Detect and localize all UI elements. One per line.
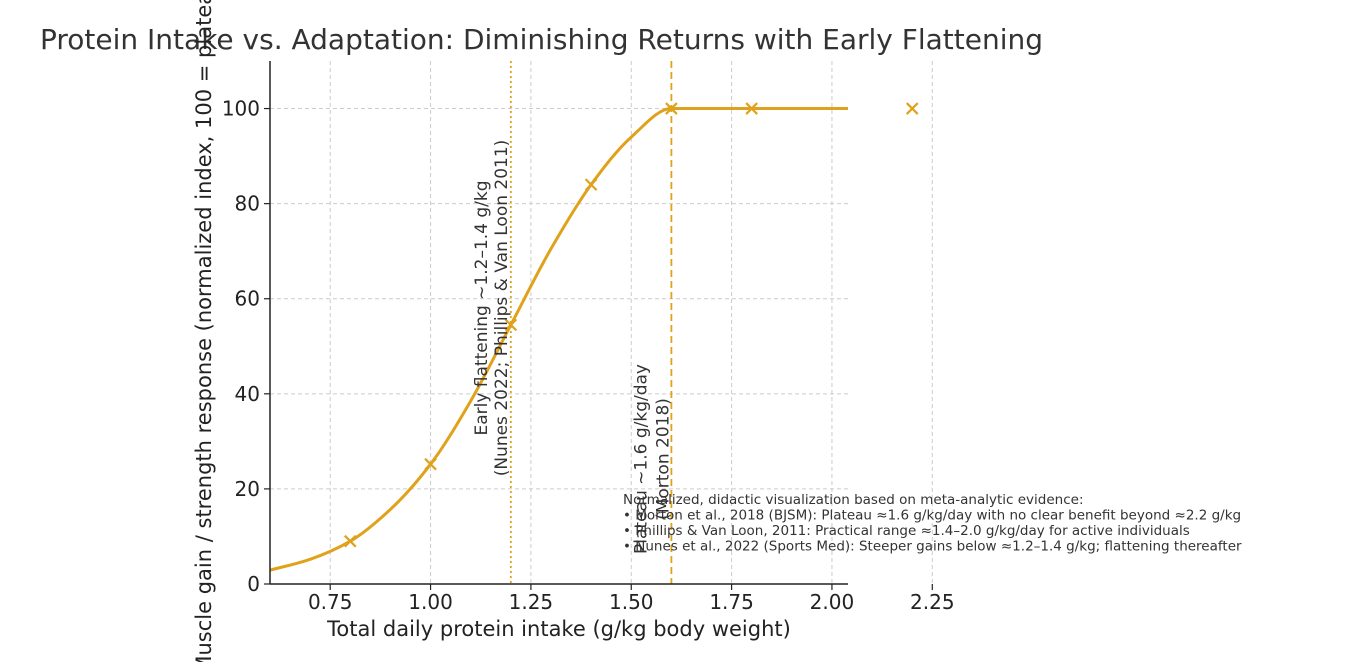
data-marker: [504, 318, 518, 332]
y-tick-label: 20: [235, 477, 260, 501]
grid: [270, 61, 933, 584]
annotations: Early flattening ~1.2–1.4 g/kg (Nunes 202…: [472, 140, 674, 554]
vline-annotation: Early flattening ~1.2–1.4 g/kg: [472, 180, 492, 435]
data-marker: [905, 102, 919, 115]
vline-annotation: Plateau ~1.6 g/kg/day: [631, 364, 651, 554]
evidence-note-line: • Morton et al., 2018 (BJSM): Plateau ≈1…: [623, 508, 1241, 524]
data-marker: [665, 102, 678, 115]
data-marker: [584, 178, 598, 191]
response-curve: [270, 107, 848, 572]
data-marker: [745, 102, 758, 115]
x-ticks: 0.75 1.00 1.25 1.50 1.75 2.00 2.25: [308, 584, 955, 614]
x-axis-label: Total daily protein intake (g/kg body we…: [326, 617, 791, 641]
vline-annotation: (Morton 2018): [653, 398, 673, 520]
evidence-note-line: Normalized, didactic visualization based…: [623, 492, 1084, 508]
evidence-notes: Normalized, didactic visualization based…: [623, 492, 1242, 555]
curve-layer: [270, 107, 848, 572]
evidence-note-line: • Phillips & Van Loon, 2011: Practical r…: [623, 523, 1190, 539]
chart-title: Protein Intake vs. Adaptation: Diminishi…: [40, 23, 1043, 56]
data-marker: [344, 534, 357, 548]
y-axis-label: Muscle gain / strength response (normali…: [192, 0, 216, 662]
x-tick-label: 1.00: [408, 590, 453, 614]
y-ticks: 0 20 40 60 80 100: [222, 97, 270, 596]
y-tick-label: 60: [235, 287, 260, 311]
y-tick-label: 100: [222, 97, 260, 121]
markers: [344, 102, 919, 548]
x-tick-label: 2.25: [910, 590, 955, 614]
y-tick-label: 40: [235, 382, 260, 406]
x-tick-label: 0.75: [308, 590, 353, 614]
x-tick-label: 1.75: [709, 590, 754, 614]
y-tick-label: 80: [235, 192, 260, 216]
vline-annotation: (Nunes 2022; Phillips & Van Loon 2011): [492, 140, 512, 477]
y-tick-label: 0: [247, 572, 260, 596]
x-tick-label: 2.00: [810, 590, 855, 614]
data-marker: [424, 457, 437, 471]
evidence-note-line: • Nunes et al., 2022 (Sports Med): Steep…: [623, 539, 1242, 555]
x-tick-label: 1.50: [609, 590, 654, 614]
x-tick-label: 1.25: [509, 590, 554, 614]
